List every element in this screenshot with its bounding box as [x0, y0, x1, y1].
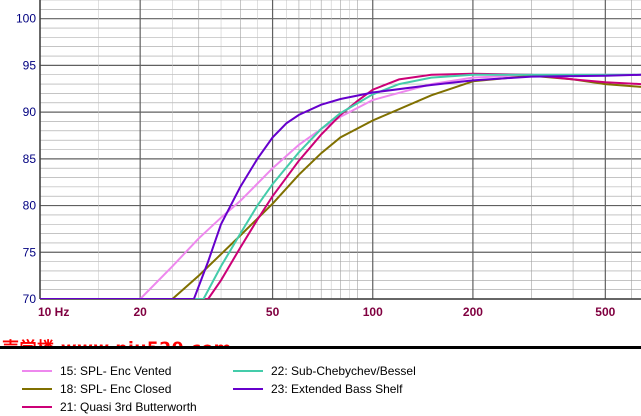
- x-tick-label: 100: [363, 305, 383, 319]
- series-lines: [40, 72, 641, 299]
- y-tick-label: 70: [23, 292, 37, 306]
- legend-swatch-15: [22, 370, 52, 372]
- x-tick-label: 200: [463, 305, 483, 319]
- legend-swatch-23: [233, 388, 263, 390]
- legend-item-23: 23: Extended Bass Shelf: [233, 380, 402, 398]
- x-axis-ticks: 10 Hz 20 50 100 200 500: [38, 305, 616, 319]
- legend-swatch-18: [22, 388, 52, 390]
- legend-item-15: 15: SPL- Enc Vented: [22, 362, 171, 380]
- y-tick-label: 90: [23, 105, 37, 119]
- series-line-22: [40, 73, 641, 299]
- y-tick-label: 85: [23, 152, 37, 166]
- legend-swatch-22: [233, 370, 263, 372]
- legend: 15: SPL- Enc Vented 22: Sub-Chebychev/Be…: [0, 346, 641, 416]
- spl-chart: 70 75 80 85 90 95 100 10 Hz 20 50 100 200 500: [16, 0, 641, 319]
- y-tick-label: 80: [23, 199, 37, 213]
- y-axis-ticks: 70 75 80 85 90 95 100: [16, 12, 36, 306]
- y-tick-label: 75: [23, 245, 37, 259]
- legend-swatch-21: [22, 406, 52, 408]
- y-tick-label: 95: [23, 58, 37, 72]
- grid: [39, 0, 641, 300]
- legend-item-21: 21: Quasi 3rd Butterworth: [22, 398, 197, 416]
- legend-label-18: 18: SPL- Enc Closed: [60, 382, 172, 396]
- x-tick-label: 500: [595, 305, 615, 319]
- y-tick-label: 100: [16, 12, 36, 26]
- series-line-15: [40, 73, 641, 299]
- x-tick-label: 50: [266, 305, 280, 319]
- x-tick-label: 20: [133, 305, 147, 319]
- x-tick-label: 10 Hz: [38, 305, 69, 319]
- legend-item-18: 18: SPL- Enc Closed: [22, 380, 171, 398]
- legend-label-15: 15: SPL- Enc Vented: [60, 364, 172, 378]
- series-line-23: [40, 73, 641, 299]
- legend-label-21: 21: Quasi 3rd Butterworth: [60, 400, 197, 414]
- legend-label-23: 23: Extended Bass Shelf: [271, 382, 403, 396]
- legend-label-22: 22: Sub-Chebychev/Bessel: [271, 364, 416, 378]
- legend-item-22: 22: Sub-Chebychev/Bessel: [233, 362, 416, 380]
